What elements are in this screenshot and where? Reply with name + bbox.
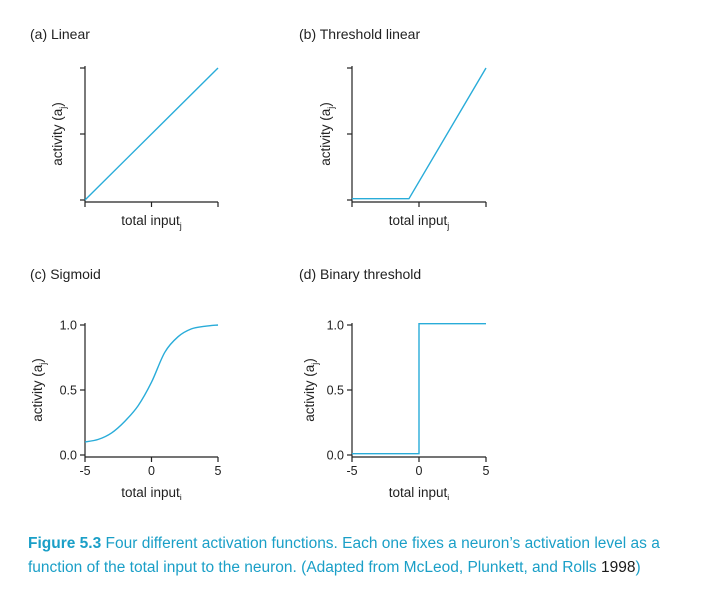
panel-title: (b) Threshold linear	[299, 26, 420, 42]
x-axis-label: total inputj	[121, 485, 182, 500]
x-axis-label: total inputj	[389, 485, 450, 500]
y-axis-label: activity (aj)	[318, 102, 336, 166]
x-tick-label: 0	[148, 464, 155, 478]
caption-close: )	[635, 559, 641, 576]
x-tick-label: -5	[79, 464, 90, 478]
caption-text: Four different activation functions. Eac…	[28, 535, 660, 576]
panel-title: (d) Binary threshold	[299, 266, 421, 282]
activation-line	[84, 67, 219, 201]
figure-label: Figure 5.3	[28, 535, 102, 552]
x-axis-label: total inputj	[121, 213, 182, 231]
x-tick-label: 5	[215, 464, 222, 478]
y-tick-label: 1.0	[327, 319, 344, 333]
panel-title: (a) Linear	[30, 26, 90, 42]
activation-line	[352, 323, 486, 455]
x-tick-label: -5	[346, 464, 357, 478]
y-tick-label: 0.5	[327, 384, 344, 398]
x-axis-label: total inputj	[389, 213, 450, 231]
x-tick-label: 0	[416, 464, 423, 478]
activation-functions-figure: (a) Linear total inputj activity (aj) (b) T…	[30, 26, 490, 500]
figure-caption: Figure 5.3 Four different activation fun…	[28, 532, 698, 580]
y-tick-label: 0.0	[60, 449, 77, 463]
y-tick-label: 0.5	[60, 384, 77, 398]
y-axis-label: activity (aj)	[30, 358, 48, 422]
caption-year: 1998	[601, 559, 636, 576]
activation-line	[352, 67, 487, 200]
y-axis-label: activity (aj)	[50, 102, 68, 166]
y-axis-label: activity (aj)	[302, 358, 320, 422]
y-tick-label: 1.0	[60, 319, 77, 333]
panel-title: (c) Sigmoid	[30, 266, 101, 282]
y-tick-label: 0.0	[327, 449, 344, 463]
activation-line	[84, 324, 219, 443]
x-tick-label: 5	[483, 464, 490, 478]
